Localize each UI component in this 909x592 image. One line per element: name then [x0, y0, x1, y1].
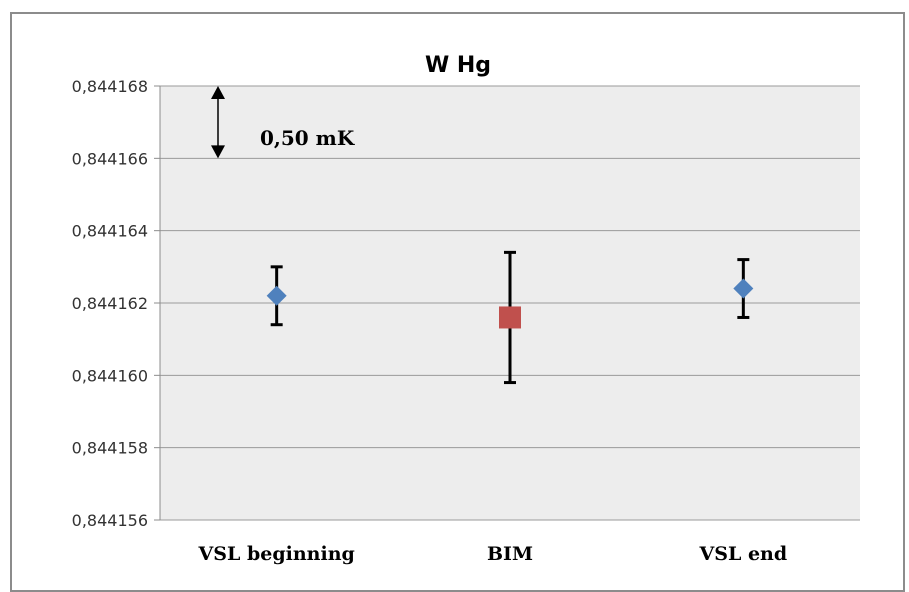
- data-point-group: [499, 250, 521, 385]
- y-tick-label: 0,844168: [72, 77, 148, 96]
- span-arrow-head-bottom: [211, 145, 225, 159]
- data-point-group: [266, 265, 287, 327]
- y-tick-label: 0,844166: [72, 149, 148, 168]
- y-tick-label: 0,844156: [72, 511, 148, 530]
- data-point-group: [733, 258, 754, 319]
- span-annotation: 0,50 mK: [211, 86, 355, 159]
- data-points: [266, 250, 754, 385]
- y-tick-label: 0,844164: [72, 222, 148, 241]
- x-tick-label: BIM: [487, 543, 533, 565]
- x-tick-label: VSL beginning: [198, 543, 355, 565]
- x-tick-label: VSL end: [699, 543, 788, 565]
- y-axis-ticks: 0,844156 0,844158 0,844160 0,844162 0,844164…: [72, 77, 160, 530]
- data-marker-diamond: [266, 285, 287, 306]
- y-tick-label: 0,844162: [72, 294, 148, 313]
- span-arrow-head-top: [211, 86, 225, 99]
- data-marker-square: [499, 306, 521, 329]
- span-annotation-label: 0,50 mK: [260, 126, 355, 150]
- chart: 0,844156 0,844158 0,844160 0,844162 0,844164…: [72, 53, 860, 565]
- y-tick-label: 0,844158: [72, 439, 148, 458]
- y-tick-label: 0,844160: [72, 366, 148, 385]
- x-axis-ticks: VSL beginning BIM VSL end: [198, 543, 788, 565]
- data-marker-diamond: [733, 278, 754, 299]
- chart-title: W Hg: [425, 53, 491, 78]
